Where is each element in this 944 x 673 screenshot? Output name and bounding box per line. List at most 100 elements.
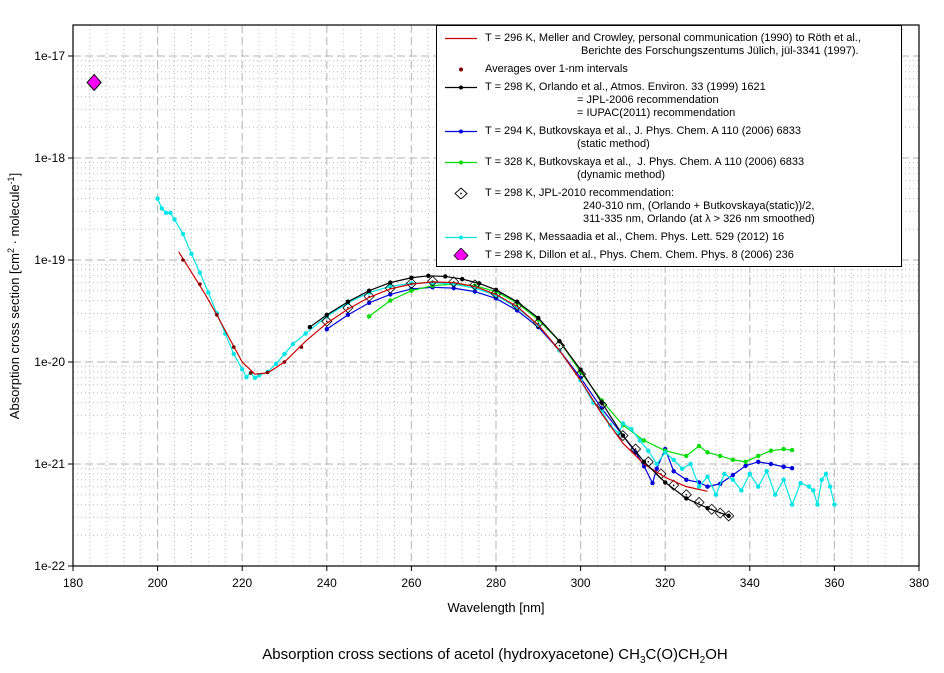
- title-subscript: 2: [699, 655, 706, 666]
- x-tick-label: 200: [148, 576, 168, 590]
- legend-symbol: [445, 235, 477, 240]
- data-point: [282, 351, 287, 357]
- data-point: [646, 448, 651, 453]
- data-point: [806, 484, 812, 489]
- data-point: [303, 331, 308, 336]
- data-point-center: [537, 322, 540, 325]
- data-point: [472, 289, 478, 294]
- data-point: [197, 270, 203, 275]
- data-point: [654, 461, 659, 467]
- data-point: [717, 453, 723, 459]
- data-point: [409, 288, 414, 293]
- data-point: [684, 477, 689, 482]
- data-point: [705, 484, 710, 489]
- data-point: [641, 459, 647, 465]
- data-point-open-diamond: [575, 368, 587, 380]
- data-point: [163, 210, 169, 216]
- data-point: [705, 450, 710, 455]
- chart-title: Absorption cross sections of acetol (hyd…: [0, 646, 944, 666]
- data-point: [679, 466, 685, 471]
- data-point: [265, 370, 270, 375]
- legend-label: T = 298 K, Dillon et al., Phys. Chem. Ch…: [485, 249, 794, 261]
- data-point: [248, 371, 253, 375]
- data-point: [345, 312, 351, 318]
- data-point: [388, 280, 393, 285]
- data-point: [189, 251, 194, 257]
- data-point: [781, 477, 786, 482]
- x-tick-label: 260: [401, 576, 421, 590]
- y-tick-label: 1e-21: [34, 457, 65, 471]
- y-axis-label-part: ]: [7, 173, 22, 177]
- data-point: [290, 341, 296, 347]
- data-point-open-diamond: [693, 496, 705, 508]
- data-point-open-diamond: [617, 430, 629, 442]
- data-point: [299, 345, 304, 349]
- data-point-center: [634, 448, 637, 450]
- x-tick-label: 380: [909, 576, 929, 590]
- data-point: [616, 431, 621, 436]
- data-point: [244, 374, 249, 380]
- data-point: [536, 315, 541, 321]
- data-point: [705, 505, 710, 511]
- legend: T = 296 K, Meller and Crowley, personal …: [436, 25, 902, 267]
- data-point: [747, 471, 752, 477]
- x-axis-label: Wavelength [nm]: [447, 600, 544, 615]
- x-tick-label: 180: [63, 576, 83, 590]
- series-line: [178, 251, 708, 492]
- data-point: [705, 474, 710, 479]
- title-subscript: 3: [639, 655, 646, 666]
- data-point: [578, 367, 583, 372]
- data-point: [459, 276, 465, 282]
- data-point: [743, 459, 748, 465]
- data-point-open-diamond: [448, 276, 460, 288]
- data-point: [823, 471, 829, 477]
- data-point: [722, 471, 727, 477]
- data-point: [730, 472, 736, 478]
- data-point: [641, 438, 647, 443]
- data-point: [832, 502, 837, 507]
- data-point: [654, 466, 659, 471]
- data-point: [307, 324, 313, 330]
- data-point: [789, 502, 795, 507]
- series-layer: [86, 73, 837, 522]
- legend-label: T = 296 K, Meller and Crowley, personal …: [485, 32, 861, 44]
- data-point-center: [647, 461, 650, 463]
- x-tick-label: 320: [655, 576, 675, 590]
- data-point: [789, 447, 795, 453]
- data-point: [231, 351, 236, 357]
- legend-label: T = 294 K, Butkovskaya et al., J. Phys. …: [485, 125, 802, 137]
- data-point: [388, 292, 393, 297]
- data-point-center: [698, 501, 700, 504]
- data-point: [215, 313, 219, 317]
- data-point-center: [685, 493, 688, 496]
- legend-symbol: [445, 129, 477, 134]
- data-point-open-diamond: [342, 302, 354, 314]
- legend-label: = JPL-2006 recommendation: [577, 94, 719, 106]
- legend-symbol: [459, 67, 463, 72]
- data-point-center: [579, 373, 582, 375]
- data-point: [730, 457, 736, 462]
- data-point: [366, 288, 372, 293]
- data-point-center: [474, 284, 476, 286]
- data-point: [789, 465, 795, 471]
- series-2: [307, 273, 731, 519]
- legend-label: T = 298 K, Messaadia et al., Chem. Phys.…: [485, 231, 785, 243]
- data-point-center: [326, 320, 328, 323]
- legend-symbol: [445, 160, 477, 165]
- y-tick-label: 1e-18: [34, 151, 65, 165]
- data-point-open-diamond: [596, 399, 608, 411]
- data-point: [781, 464, 786, 469]
- data-point: [443, 274, 448, 279]
- data-point: [198, 282, 202, 286]
- data-point-center: [347, 306, 349, 309]
- data-point: [756, 459, 761, 465]
- data-point: [827, 484, 833, 489]
- y-axis-label-superscript: -1: [6, 176, 16, 184]
- data-point: [768, 461, 774, 467]
- data-point: [426, 273, 431, 278]
- x-tick-label: 280: [486, 576, 506, 590]
- data-point: [650, 480, 655, 486]
- data-point-diamond: [86, 73, 102, 92]
- data-point-open-diamond: [384, 282, 396, 294]
- data-point: [366, 300, 372, 306]
